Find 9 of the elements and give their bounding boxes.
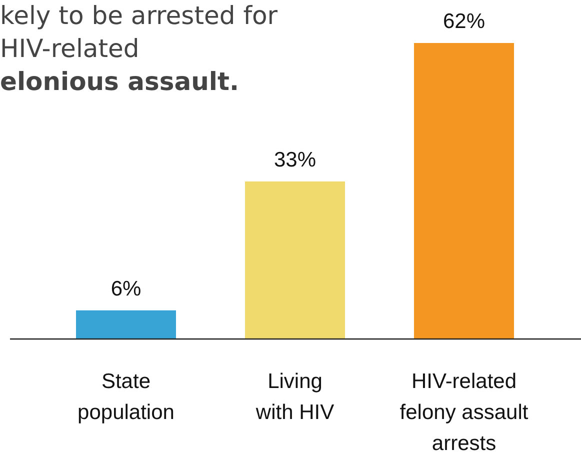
x-tick-label: HIV-related felony assault arrests: [400, 370, 528, 455]
data-label: 62%: [442, 10, 486, 33]
text: kely to be arrested for: [0, 1, 278, 30]
annotation: HIV-related: [0, 34, 140, 63]
data-label: 33%: [274, 148, 316, 172]
annotation: elonious assault.: [0, 67, 239, 96]
x-tick-label: State population: [78, 370, 174, 424]
x-tick-label: Living with HIV: [254, 370, 334, 424]
data-label: 6%: [110, 277, 142, 300]
